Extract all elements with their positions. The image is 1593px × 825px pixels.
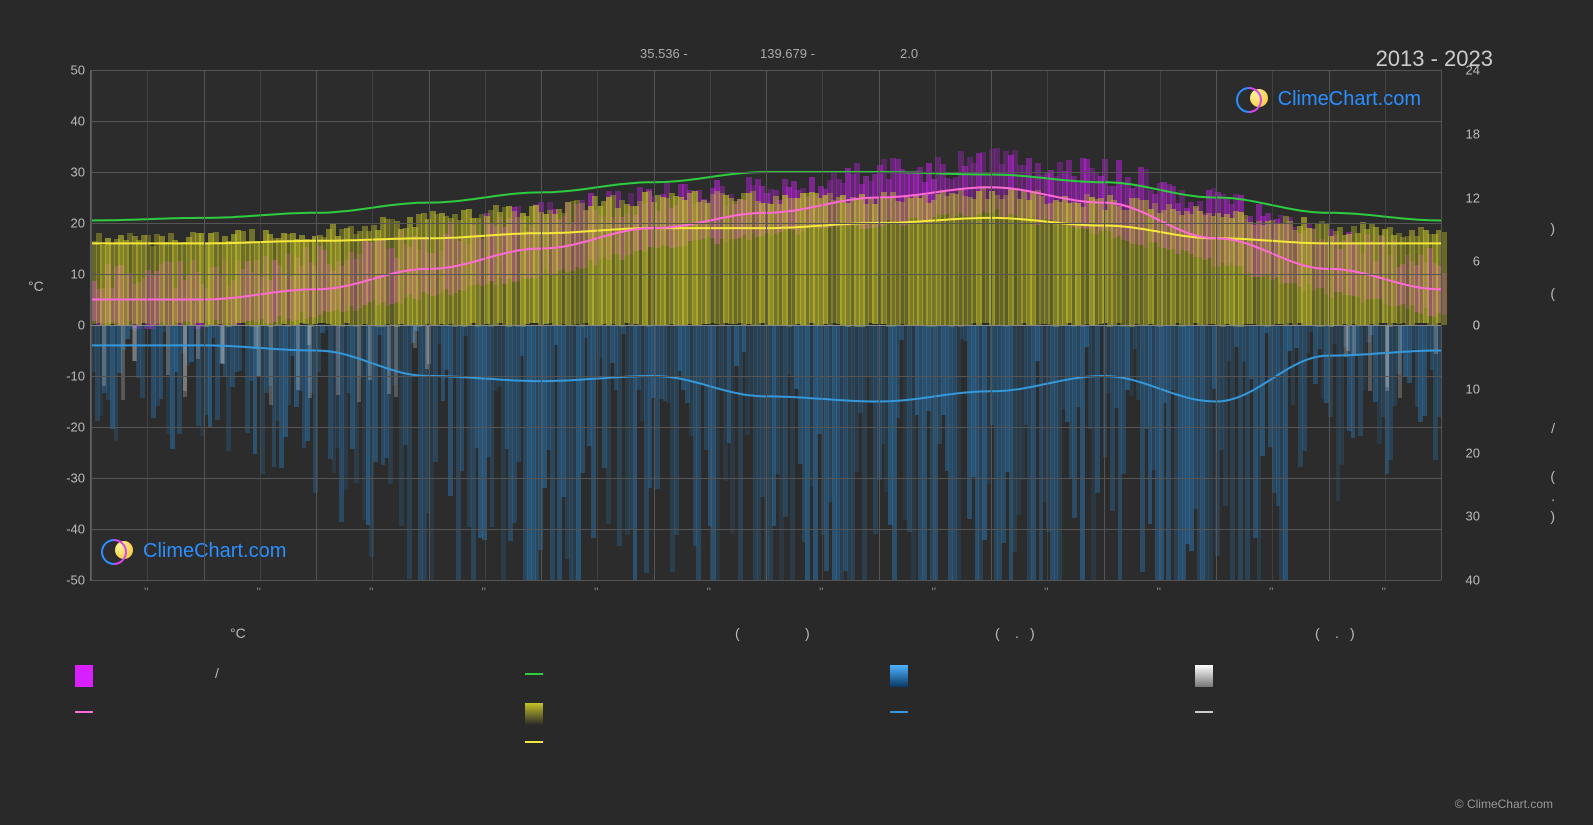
legend-item <box>525 665 549 681</box>
plot-area: ClimeChart.com ClimeChart.com <box>90 70 1441 581</box>
legend-item <box>525 733 549 749</box>
legend-item <box>525 703 549 725</box>
climechart-logo-icon <box>1236 85 1272 113</box>
legend-item <box>75 703 99 719</box>
legend-item: / <box>75 665 99 687</box>
legend-item <box>1195 703 1219 719</box>
climechart-logo-icon <box>101 537 137 565</box>
brand-text: ClimeChart.com <box>1278 88 1421 111</box>
lat-value: 35.536 - <box>640 46 688 61</box>
legend-item <box>890 703 914 719</box>
credit-text: © ClimeChart.com <box>1455 797 1553 811</box>
watermark-bottom: ClimeChart.com <box>101 537 286 565</box>
legend-item <box>1195 665 1219 687</box>
y-axis-left-label: °C <box>28 278 44 294</box>
legend-item <box>890 665 914 687</box>
chart-container: 35.536 - 139.679 - 2.0 2013 - 2023 °C ) … <box>0 0 1593 825</box>
brand-text: ClimeChart.com <box>143 540 286 563</box>
lon-value: 139.679 - <box>760 46 815 61</box>
elev-value: 2.0 <box>900 46 918 61</box>
